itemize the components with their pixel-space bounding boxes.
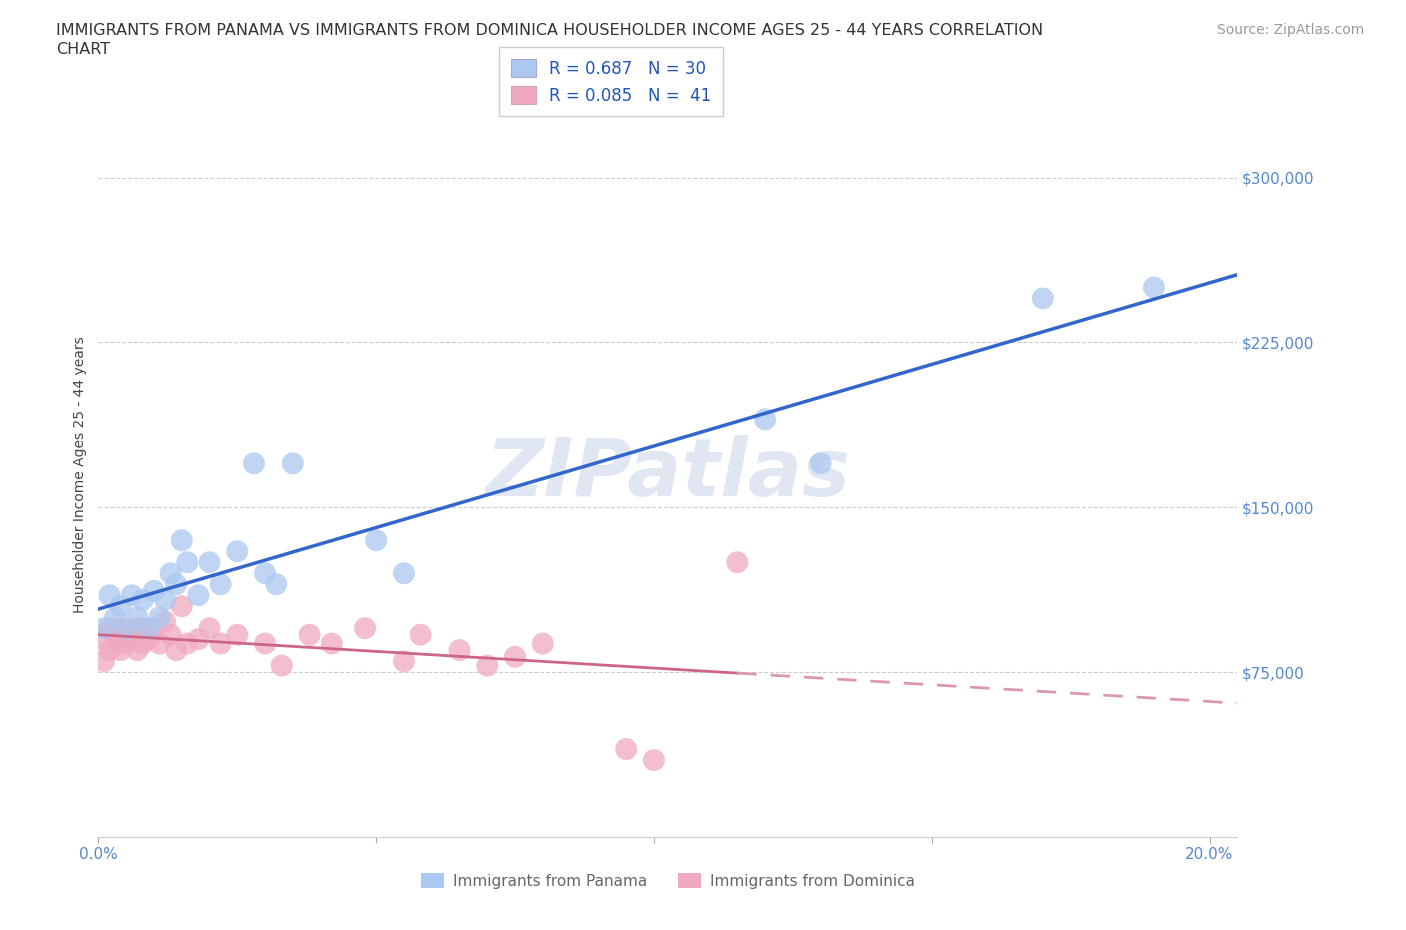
Point [226,628,249,643]
Point [243,456,266,471]
Point [110,628,132,643]
Point [264,577,287,591]
Point [110,643,132,658]
Text: CHART: CHART [56,42,110,57]
Point [531,636,554,651]
Point [98,643,121,658]
Point [110,599,132,614]
Point [254,565,277,580]
Point [810,456,832,471]
Point [104,610,127,625]
Text: Source: ZipAtlas.com: Source: ZipAtlas.com [1216,23,1364,37]
Point [1032,291,1054,306]
Point [148,636,170,651]
Point [209,636,232,651]
Point [127,610,149,625]
Point [143,620,166,635]
Point [754,412,776,427]
Point [392,565,415,580]
Point [392,654,415,669]
Point [226,544,249,559]
Point [176,555,198,570]
Y-axis label: Householder Income Ages 25 - 44 years: Householder Income Ages 25 - 44 years [73,336,87,613]
Point [115,620,138,635]
Point [143,583,166,598]
Point [725,555,748,570]
Point [121,631,143,646]
Point [138,620,160,635]
Point [477,658,499,673]
Point [198,620,221,635]
Point [153,592,176,607]
Point [138,631,160,646]
Point [170,533,193,548]
Point [409,628,432,643]
Point [643,752,665,767]
Point [115,620,138,635]
Point [298,628,321,643]
Point [503,649,526,664]
Point [132,636,155,651]
Point [187,631,209,646]
Point [1143,280,1166,295]
Point [115,636,138,651]
Point [321,636,343,651]
Point [354,620,377,635]
Point [449,643,471,658]
Point [104,620,127,635]
Point [254,636,277,651]
Point [132,592,155,607]
Point [98,620,121,635]
Legend: Immigrants from Panama, Immigrants from Dominica: Immigrants from Panama, Immigrants from … [415,867,921,895]
Point [121,588,143,603]
Point [159,565,181,580]
Point [159,628,181,643]
Point [366,533,388,548]
Point [127,643,149,658]
Point [170,599,193,614]
Point [281,456,304,471]
Text: IMMIGRANTS FROM PANAMA VS IMMIGRANTS FROM DOMINICA HOUSEHOLDER INCOME AGES 25 - : IMMIGRANTS FROM PANAMA VS IMMIGRANTS FRO… [56,23,1043,38]
Point [176,636,198,651]
Point [98,588,121,603]
Point [148,610,170,625]
Point [209,577,232,591]
Point [93,654,115,669]
Point [104,636,127,651]
Point [153,614,176,629]
Point [614,741,637,756]
Point [132,620,155,635]
Point [187,588,209,603]
Point [93,631,115,646]
Point [270,658,292,673]
Point [93,620,115,635]
Text: ZIPatlas: ZIPatlas [485,435,851,513]
Point [127,620,149,635]
Point [165,643,187,658]
Point [165,577,187,591]
Point [198,555,221,570]
